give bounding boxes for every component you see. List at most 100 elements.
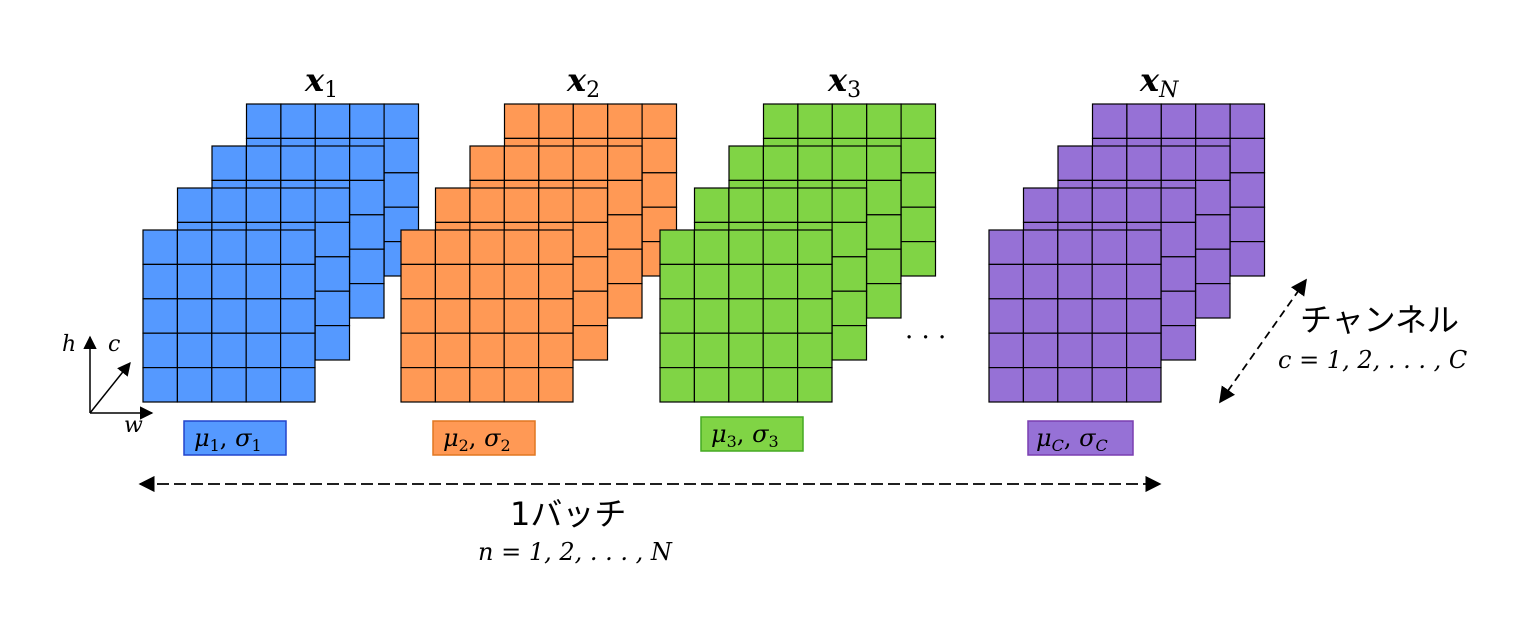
grid-cell <box>831 187 868 224</box>
grid-cell <box>796 298 833 334</box>
sample-stack-x2 <box>400 103 678 403</box>
grid-cell <box>434 332 471 369</box>
grid-cell <box>728 367 764 403</box>
grid-cell <box>1057 367 1093 403</box>
grid-cell <box>1125 332 1162 369</box>
grid-cell <box>245 367 282 403</box>
grid-cell <box>1057 187 1093 224</box>
grid-cell <box>245 187 282 224</box>
grid-cell <box>211 187 247 224</box>
grid-cell <box>988 229 1025 266</box>
grid-cell <box>1022 229 1059 266</box>
grid-cell <box>503 298 540 334</box>
grid-cell <box>400 298 437 334</box>
grid-cell <box>607 103 643 140</box>
svg-text:μC, σC: μC, σC <box>1036 424 1108 455</box>
grid-cell <box>900 241 937 277</box>
grid-cell <box>1194 145 1231 182</box>
grid-cell <box>538 103 574 140</box>
grid-cell <box>1160 103 1197 140</box>
grid-cell <box>693 187 730 224</box>
grid-cell <box>1022 298 1059 334</box>
grid-cell <box>728 263 764 300</box>
grid-cell <box>1091 145 1128 182</box>
grid-cell <box>1057 298 1093 334</box>
axis-c-arrow <box>89 361 131 414</box>
grid-cell <box>537 229 574 266</box>
grid-cell <box>469 145 506 182</box>
grid-cell <box>796 263 833 300</box>
grid-cell <box>503 263 540 300</box>
grid-cell <box>693 298 730 334</box>
grid-cell <box>762 298 799 334</box>
grid-cell <box>434 367 471 403</box>
grid-cell <box>176 187 213 224</box>
grid-cell <box>176 229 213 266</box>
grid-cell <box>1160 290 1197 327</box>
grid-cell <box>142 263 179 300</box>
grid-cell <box>831 325 868 361</box>
grid-cell <box>538 145 574 182</box>
grid-cell <box>503 103 540 140</box>
grid-cell <box>142 367 179 403</box>
grid-cell <box>537 263 574 300</box>
grid-cell <box>1125 263 1162 300</box>
grid-cell <box>211 367 247 403</box>
channel-arrow <box>1219 278 1307 404</box>
grid-cell <box>1229 137 1266 174</box>
grid-cell <box>693 367 730 403</box>
grid-cell <box>693 229 730 266</box>
grid-cell <box>1022 367 1059 403</box>
sample-stack-x3 <box>659 103 937 403</box>
grid-cell <box>1126 103 1162 140</box>
grid-cell <box>245 145 282 182</box>
grid-cell <box>693 332 730 369</box>
grid-cell <box>1091 187 1128 224</box>
grid-cell <box>314 187 351 224</box>
grid-cell <box>538 187 574 224</box>
grid-cell <box>280 367 316 403</box>
grid-cell <box>314 221 351 258</box>
grid-cell <box>1057 229 1093 266</box>
grid-cell <box>1022 187 1059 224</box>
grid-cell <box>728 229 764 266</box>
channel-layer <box>142 229 316 403</box>
grid-cell <box>1091 103 1128 140</box>
axis-w-label: w <box>124 413 143 438</box>
grid-cell <box>349 103 385 140</box>
grid-cell <box>606 248 643 285</box>
grid-cell <box>728 187 764 224</box>
grid-cell <box>1194 248 1231 285</box>
grid-cell <box>606 283 643 319</box>
grid-cell <box>211 298 247 334</box>
grid-cell <box>142 229 179 266</box>
grid-cell <box>1091 229 1128 266</box>
grid-cell <box>469 263 505 300</box>
grid-cell <box>469 229 505 266</box>
grid-cell <box>1125 367 1162 403</box>
grid-cell <box>572 187 609 224</box>
grid-cell <box>245 263 282 300</box>
sample-label-x3: x3 <box>827 61 861 103</box>
grid-cell <box>469 367 505 403</box>
grid-cell <box>988 263 1025 300</box>
grid-cell <box>865 145 902 182</box>
grid-cell <box>865 248 902 285</box>
grid-cell <box>176 298 213 334</box>
grid-cell <box>1022 263 1059 300</box>
grid-cell <box>1160 221 1197 258</box>
grid-cell <box>762 332 799 369</box>
grid-cell <box>572 256 609 292</box>
grid-cell <box>865 214 902 250</box>
grid-cell <box>1229 103 1266 140</box>
grid-cell <box>434 263 471 300</box>
grid-cell <box>1195 103 1231 140</box>
grid-cell <box>434 229 471 266</box>
grid-cell <box>400 263 437 300</box>
grid-cell <box>1057 332 1093 369</box>
svg-text:μ1, σ1: μ1, σ1 <box>194 424 262 455</box>
axis-indicator: h c w <box>62 332 154 438</box>
grid-cell <box>659 229 696 266</box>
grid-cell <box>503 187 540 224</box>
grid-cell <box>900 137 937 174</box>
